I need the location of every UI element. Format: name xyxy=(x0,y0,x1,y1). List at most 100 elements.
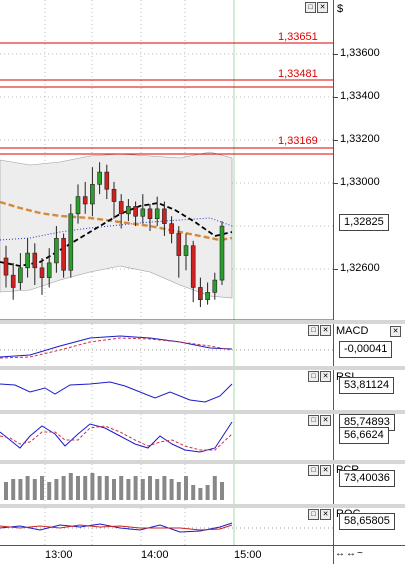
pcr-bar xyxy=(11,479,16,500)
pane-splitter[interactable] xyxy=(0,504,405,508)
candle-body xyxy=(190,245,196,288)
stoch-value-1: 85,74893 xyxy=(339,414,395,431)
candle-body xyxy=(140,208,146,217)
level-label-2: 1,33481 xyxy=(278,68,318,80)
close-icon[interactable]: ✕ xyxy=(320,509,331,520)
pcr-bar xyxy=(198,488,203,500)
macd-value: -0,00041 xyxy=(339,341,393,358)
candle-body xyxy=(68,213,74,271)
price-axis[interactable]: $ xyxy=(333,0,405,324)
pcr-pane[interactable]: □ ✕ xyxy=(0,464,333,504)
macd-chart xyxy=(0,324,333,366)
tick-mark xyxy=(333,269,338,270)
pcr-bar xyxy=(83,476,88,500)
pcr-bar xyxy=(220,482,224,500)
restore-icon[interactable]: □ xyxy=(308,325,319,336)
time-axis[interactable]: 13:00 14:00 15:00 xyxy=(0,545,333,564)
pane-splitter[interactable] xyxy=(0,410,405,414)
roc-chart xyxy=(0,508,333,545)
price-chart-pane[interactable]: 1,33651 1,33481 1,33169 □ ✕ xyxy=(0,0,333,324)
candle-body xyxy=(82,196,88,205)
stochastic-pane[interactable]: □ ✕ xyxy=(0,414,333,460)
rsi-value: 53,81124 xyxy=(339,377,395,394)
candle-body xyxy=(111,188,117,202)
macd-label: MACD xyxy=(336,325,369,337)
currency-symbol: $ xyxy=(337,3,344,15)
candle-body xyxy=(176,233,182,256)
restore-icon[interactable]: □ xyxy=(308,371,319,382)
pcr-value: 73,40036 xyxy=(339,470,395,487)
close-icon[interactable]: ✕ xyxy=(320,325,331,336)
pcr-bar xyxy=(68,473,73,500)
candle-body xyxy=(205,292,210,301)
window-controls: □ ✕ xyxy=(305,2,333,13)
stoch-window-controls: □ ✕ xyxy=(308,415,331,426)
restore-icon[interactable]: □ xyxy=(308,415,319,426)
price-tick-2: 1,33400 xyxy=(340,90,380,102)
pcr-bar xyxy=(155,479,160,500)
restore-icon[interactable]: □ xyxy=(308,465,319,476)
candle-body xyxy=(32,252,38,269)
pane-splitter[interactable] xyxy=(0,460,405,464)
macd-line xyxy=(0,335,233,358)
candle-body xyxy=(97,171,102,185)
roc-signal-line xyxy=(0,524,233,531)
pcr-bar xyxy=(97,476,102,500)
stoch-k-line xyxy=(0,421,233,453)
pcr-bar xyxy=(25,476,30,500)
pcr-bar xyxy=(119,476,124,500)
restore-icon[interactable]: □ xyxy=(305,2,316,13)
pcr-bar xyxy=(76,476,80,500)
candle-body xyxy=(183,245,189,256)
level-label-1: 1,33651 xyxy=(278,31,318,43)
pcr-bar xyxy=(191,485,196,500)
ma-black-line xyxy=(0,202,233,267)
corner-box xyxy=(333,545,405,564)
candle-body xyxy=(212,279,218,293)
ma-blue-line xyxy=(0,217,233,241)
restore-icon[interactable]: □ xyxy=(308,509,319,520)
pcr-bar xyxy=(133,476,138,500)
level-label-3: 1,33169 xyxy=(278,135,318,147)
macd-axis-controls: ✕ xyxy=(390,326,403,337)
candle-body xyxy=(61,238,66,271)
pcr-bar xyxy=(112,479,116,500)
roc-line xyxy=(0,522,233,533)
candle-body xyxy=(46,262,52,278)
candle-body xyxy=(133,206,138,217)
rsi-window-controls: □ ✕ xyxy=(308,371,331,382)
pcr-bar xyxy=(176,482,181,500)
pcr-bar xyxy=(169,479,174,500)
candle-body xyxy=(198,287,203,301)
pcr-bar xyxy=(61,476,66,500)
close-icon[interactable]: ✕ xyxy=(320,371,331,382)
pcr-bar xyxy=(140,479,145,500)
ma-orange-line xyxy=(0,200,233,242)
pane-splitter[interactable] xyxy=(0,366,405,370)
pcr-chart xyxy=(4,464,235,504)
pcr-bar xyxy=(162,476,167,500)
candle-body xyxy=(90,184,95,205)
rsi-pane[interactable]: □ ✕ xyxy=(0,370,333,410)
candle-body xyxy=(54,238,59,264)
stoch-d-line xyxy=(0,425,233,451)
candle-body xyxy=(154,208,160,220)
price-chart[interactable] xyxy=(0,0,333,324)
close-icon[interactable]: ✕ xyxy=(390,326,401,337)
time-label-15: 15:00 xyxy=(234,549,262,561)
tick-mark xyxy=(333,140,338,141)
stoch-value-2: 56,6624 xyxy=(339,427,389,444)
close-icon[interactable]: ✕ xyxy=(320,415,331,426)
scroll-arrows-icon[interactable]: ↔↔~ xyxy=(335,548,364,559)
roc-window-controls: □ ✕ xyxy=(308,509,331,520)
pane-splitter[interactable] xyxy=(0,320,405,324)
pcr-bar xyxy=(4,482,8,500)
pcr-bar xyxy=(47,482,52,500)
pcr-bar xyxy=(54,479,59,500)
pcr-bar xyxy=(126,479,131,500)
close-icon[interactable]: ✕ xyxy=(320,465,331,476)
roc-pane[interactable]: □ ✕ xyxy=(0,508,333,545)
macd-pane[interactable]: □ ✕ xyxy=(0,324,333,366)
close-icon[interactable]: ✕ xyxy=(317,2,328,13)
candle-body xyxy=(18,267,23,283)
